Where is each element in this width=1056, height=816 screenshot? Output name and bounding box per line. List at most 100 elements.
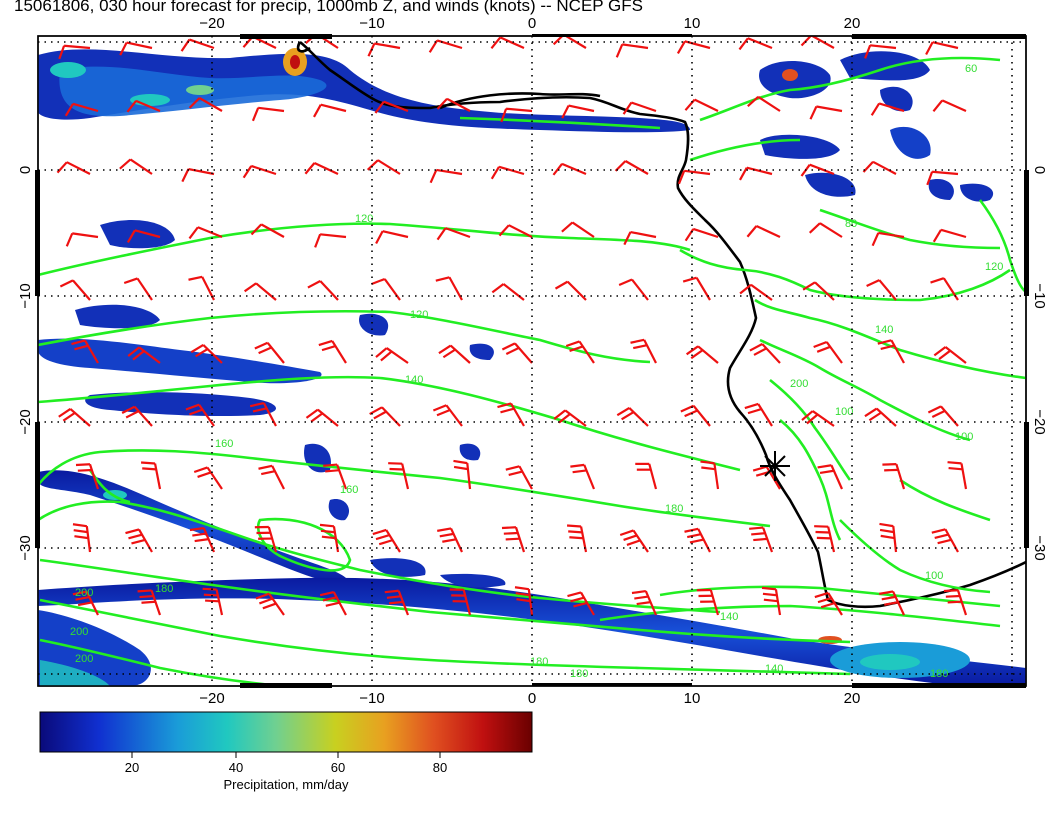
- wind-barb: [185, 403, 215, 427]
- wind-barb: [552, 162, 587, 176]
- precip-cell-5: [186, 85, 214, 95]
- precip-cell-2: [290, 55, 300, 69]
- lat-ticks-right: 0 −10 −20 −30: [1031, 166, 1048, 561]
- precip-patch-w-1: [100, 220, 175, 249]
- precip-patch-ne-4: [890, 126, 931, 159]
- wind-barb: [514, 586, 534, 616]
- wind-barb: [371, 277, 401, 301]
- precip-patch-w-4: [85, 392, 277, 417]
- map-border-scale: [35, 34, 1029, 688]
- contour-label: 140: [875, 324, 893, 336]
- lon-tick-label: 10: [684, 690, 701, 707]
- wind-barb: [684, 98, 719, 112]
- precip-band-south-3: [40, 660, 110, 686]
- precip-patch-ne-8: [960, 183, 994, 202]
- wind-barb: [127, 346, 161, 364]
- wind-barb: [746, 225, 781, 238]
- wind-barb: [249, 401, 277, 427]
- wind-barb: [318, 339, 347, 364]
- wind-barb: [813, 340, 843, 364]
- wind-barb: [56, 161, 91, 175]
- precip-cell-ne: [782, 69, 798, 81]
- precip-patch-w-5: [359, 313, 389, 336]
- contour-line: [38, 375, 741, 472]
- precip-band-north: [38, 49, 690, 133]
- wind-barb: [254, 341, 285, 364]
- wind-barb: [814, 525, 836, 553]
- colorbar-tick-label: 60: [331, 760, 345, 775]
- contour-label: 80: [845, 218, 857, 230]
- wind-barb: [319, 590, 347, 616]
- wind-barb: [700, 460, 720, 490]
- wind-barb: [864, 44, 897, 59]
- wind-barb: [126, 99, 161, 113]
- lat-tick-label: 0: [17, 166, 34, 174]
- wind-barb: [879, 522, 898, 553]
- wind-barb: [58, 44, 91, 60]
- contour-line: [699, 56, 1001, 122]
- contour-line: [978, 199, 1026, 294]
- wind-barb: [864, 407, 897, 427]
- wind-barb: [304, 162, 339, 175]
- wind-barb: [802, 281, 835, 301]
- wind-barb: [65, 232, 99, 247]
- contour-label-layer: 120 120 140 140 160 160 180 180 200 200 200 200 100 1…: [70, 63, 1003, 680]
- wind-barb: [561, 104, 595, 119]
- wind-barb: [749, 343, 781, 364]
- lat-tick-label: −20: [17, 409, 34, 434]
- wind-barb: [567, 591, 595, 616]
- wind-barb: [254, 525, 278, 553]
- lon-tick-label: −10: [359, 15, 384, 32]
- contour-label: 140: [765, 663, 783, 675]
- wind-barb: [243, 282, 277, 301]
- wind-barb: [126, 229, 161, 243]
- wind-barb: [623, 230, 657, 246]
- wind-barb: [435, 276, 463, 301]
- wind-barb: [677, 169, 711, 185]
- wind-barb: [58, 408, 91, 427]
- wind-barb: [498, 224, 533, 238]
- wind-barb: [871, 231, 905, 247]
- wind-barb: [374, 100, 409, 114]
- colorbar-label: Precipitation, mm/day: [224, 777, 349, 792]
- wind-barb: [307, 280, 339, 301]
- coastline-nw: [296, 41, 311, 53]
- wind-barb: [553, 409, 587, 427]
- wind-barb: [501, 526, 526, 553]
- contour-label: 180: [530, 656, 548, 668]
- lon-tick-label: 20: [844, 690, 861, 707]
- contour-line: [689, 138, 801, 162]
- wind-barb: [375, 347, 409, 364]
- contour-label: 120: [410, 309, 428, 321]
- wind-barb: [615, 43, 649, 58]
- coastline-gulf: [439, 92, 601, 110]
- contour-label: 180: [155, 583, 173, 595]
- station-marker: [760, 451, 790, 481]
- lon-tick-label: 0: [528, 15, 536, 32]
- wind-barb: [800, 36, 835, 49]
- wind-barb: [866, 279, 897, 301]
- wind-barb: [490, 36, 525, 50]
- contour-label: 120: [985, 261, 1003, 273]
- wind-barb: [932, 99, 967, 113]
- wind-barb: [384, 589, 410, 616]
- wind-barb: [202, 587, 224, 616]
- precip-patch-s-1: [370, 558, 426, 577]
- contour-label: 120: [355, 213, 373, 225]
- contour-line: [38, 222, 691, 277]
- wind-barb: [619, 529, 649, 553]
- wind-barb: [258, 464, 285, 490]
- contour-line: [39, 598, 851, 676]
- wind-barb: [809, 105, 843, 120]
- contour-line: [256, 517, 352, 572]
- coastline-layer: [296, 40, 1026, 609]
- precip-band-south: [38, 577, 1026, 686]
- wind-barb: [64, 102, 99, 117]
- wind-barb: [188, 226, 223, 240]
- wind-barb: [436, 227, 471, 241]
- wind-barb: [744, 402, 773, 427]
- wind-barb: [193, 466, 223, 490]
- lon-tick-label: −20: [199, 690, 224, 707]
- wind-barb: [684, 227, 719, 242]
